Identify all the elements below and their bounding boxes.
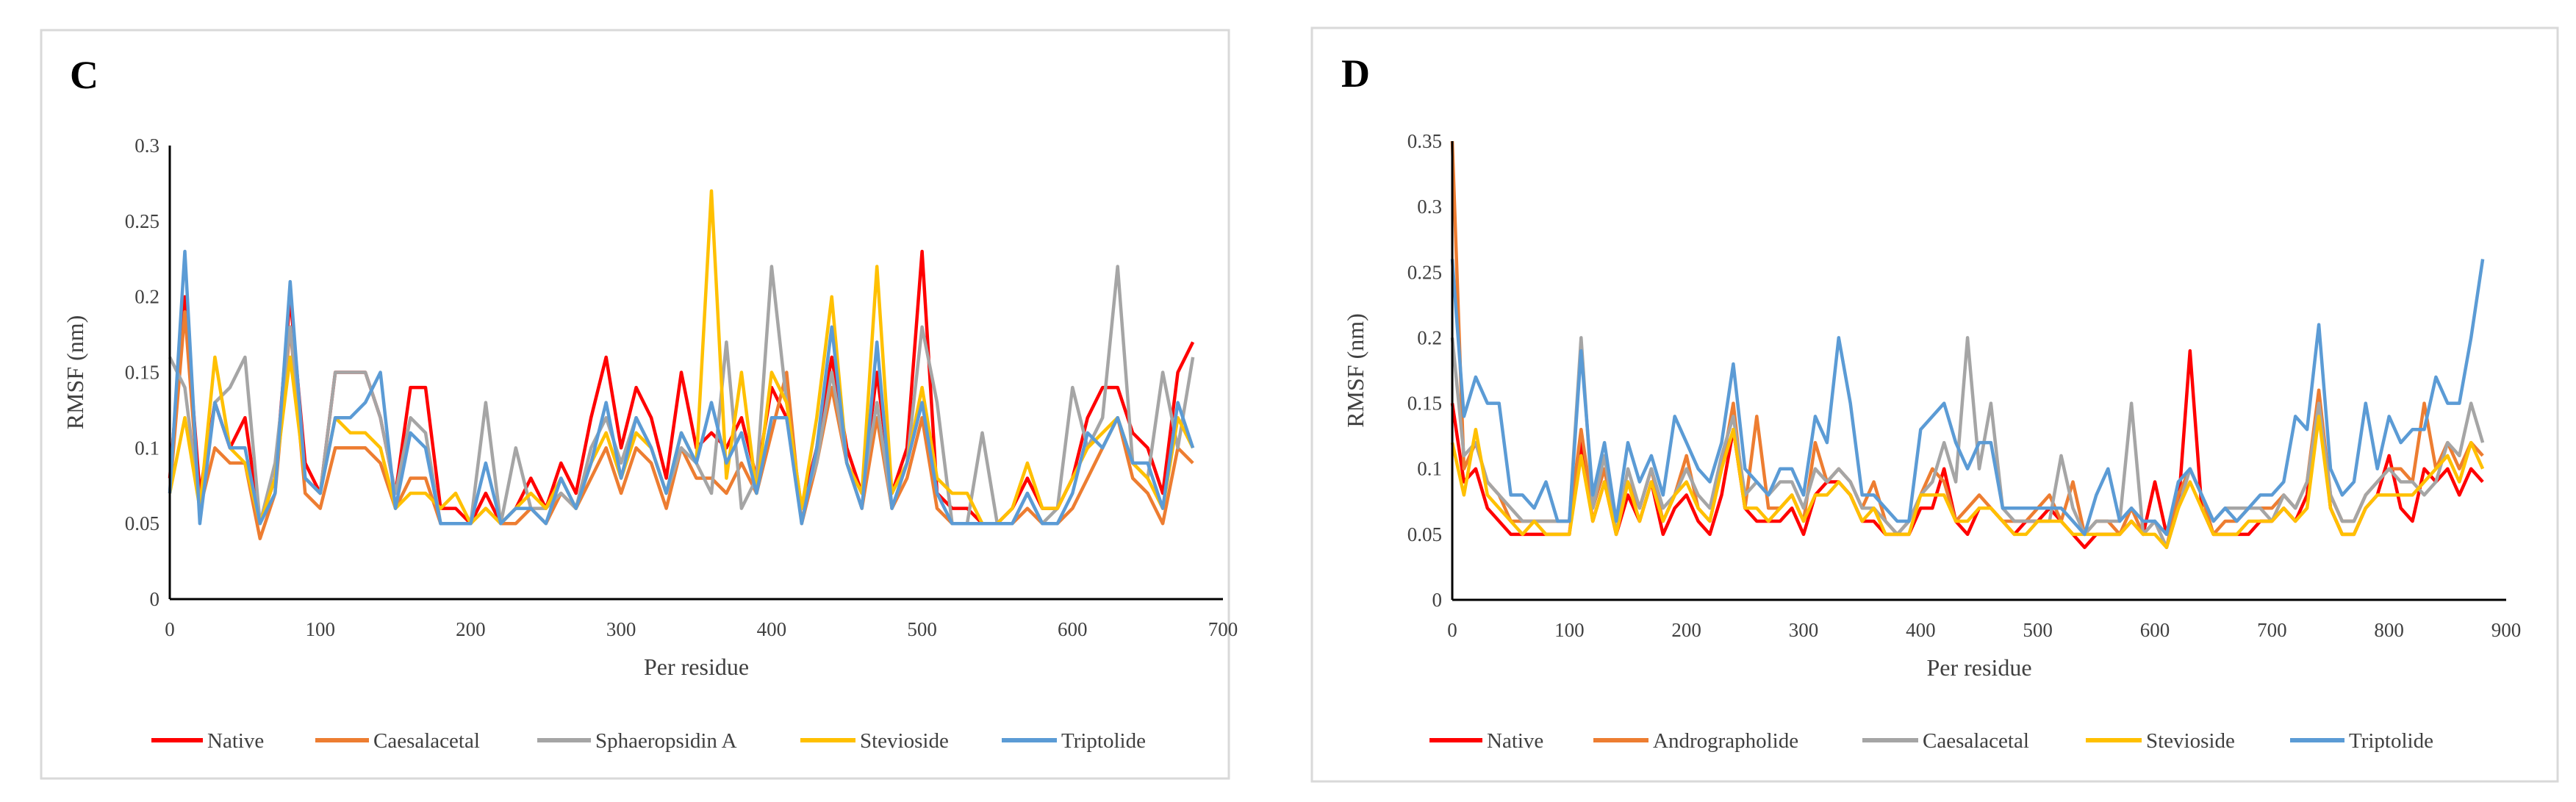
x-tick-label: 300 [1789,619,1819,641]
x-tick-label: 400 [1906,619,1936,641]
panel-border [1310,26,2559,783]
y-tick-label: 0 [1432,589,1443,611]
y-tick-label: 0.15 [1407,393,1442,415]
legend-label: Sphaeropsidin A [595,729,737,753]
series-line-triptolide [1450,259,2485,537]
legend-label: Caesalacetal [373,729,480,753]
panel-border [40,29,1230,780]
legend-item: Triptolide [1002,729,1146,753]
x-tick-label: 0 [1447,619,1457,641]
x-tick-label: 600 [2140,619,2170,641]
x-tick-label: 100 [1554,619,1585,641]
x-tick-label: 0 [165,618,175,640]
legend-item: Stevioside [2086,729,2235,753]
legend-item: Caesalacetal [315,729,480,753]
legend-label: Caesalacetal [1923,729,2029,753]
x-tick-label: 300 [606,618,636,640]
x-tick-label: 800 [2374,619,2404,641]
legend-item: Sphaeropsidin A [537,729,737,753]
y-tick-label: 0.3 [1417,196,1442,218]
x-tick-label: 700 [1208,618,1238,640]
x-tick-label: 500 [2023,619,2053,641]
legend-label: Stevioside [860,729,949,753]
legend-item: Native [1429,729,1543,753]
x-tick-label: 200 [1671,619,1701,641]
legend-label: Native [207,729,264,753]
x-axis-title: Per residue [644,654,749,680]
x-tick-label: 700 [2257,619,2287,641]
legend-item: Caesalacetal [1862,729,2029,753]
y-tick-label: 0.1 [134,437,159,459]
chart-panel-d: D 0 0.05 0.1 0.15 0.2 0.25 0.3 0.35 0 100 200 300 400… [1310,26,2559,783]
y-tick-label: 0.1 [1417,458,1442,480]
series-line-stevioside [1450,415,2485,549]
legend: Native Caesalacetal Sphaeropsidin A Stevios… [151,729,1146,753]
series-line-caesalacetal [1450,336,2485,549]
series-line-triptolide [168,249,1195,526]
panel-label: D [1341,51,1370,96]
y-tick-label: 0.15 [125,362,159,384]
legend-label: Stevioside [2146,729,2235,753]
x-axis-title: Per residue [1926,654,2031,681]
y-tick-label: 0.25 [125,210,159,232]
x-tick-label: 200 [456,618,486,640]
x-tick-label: 900 [2491,619,2522,641]
legend-label: Native [1487,729,1543,753]
panel-label: C [70,53,98,97]
legend-item: Triptolide [2290,729,2433,753]
y-tick-label: 0.35 [1407,130,1442,152]
x-tick-label: 100 [305,618,335,640]
y-tick-label: 0.05 [125,512,159,534]
legend-label: Triptolide [2349,729,2433,753]
y-tick-label: 0.05 [1407,523,1442,545]
x-tick-label: 500 [907,618,937,640]
y-tick-label: 0.25 [1407,261,1442,283]
legend-item: Native [151,729,264,753]
legend-item: Stevioside [800,729,949,753]
x-tick-label: 600 [1058,618,1088,640]
chart-panel-c: C 0 0.05 0.1 0.15 0.2 0.25 0.3 0 100 200 300 400 500 6… [40,29,1238,780]
y-axis-title: RMSF (nm) [1342,313,1368,428]
y-tick-label: 0 [150,588,160,610]
legend-label: Triptolide [1061,729,1146,753]
legend-item: Andrographolide [1593,729,1798,753]
legend-label: Andrographolide [1653,729,1798,753]
y-tick-label: 0.2 [1417,326,1442,348]
y-tick-label: 0.3 [134,135,159,157]
y-axis-title: RMSF (nm) [62,315,88,430]
y-tick-label: 0.2 [134,286,159,308]
legend: Native Andrographolide Caesalacetal Stevios… [1429,729,2433,753]
x-tick-label: 400 [757,618,787,640]
